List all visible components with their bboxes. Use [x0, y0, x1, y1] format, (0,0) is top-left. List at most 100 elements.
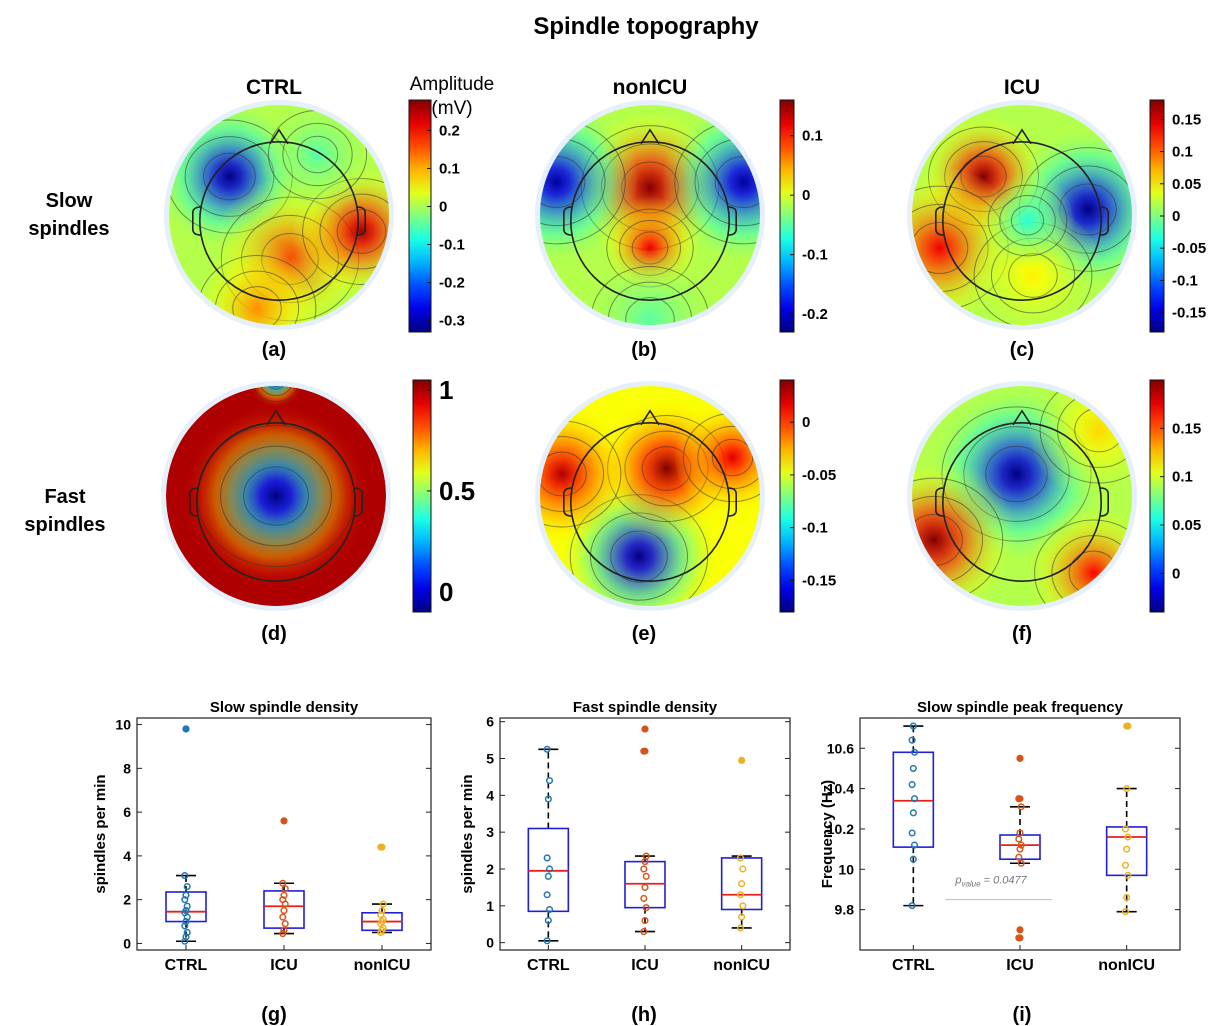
category-label: ICU	[631, 957, 659, 974]
subplot-label: (b)	[631, 339, 657, 361]
right-ear	[1100, 206, 1109, 236]
boxplot-title: Slow spindle density	[210, 699, 359, 716]
subplot-label: (h)	[631, 1004, 657, 1026]
y-tick-label: 3	[486, 824, 494, 840]
data-point	[543, 745, 551, 753]
nose	[269, 128, 289, 145]
colorbar-tick-label: 0.15	[1172, 111, 1201, 128]
topo-blob	[187, 239, 327, 325]
topo-blob	[1029, 386, 1132, 500]
col-title-icu: ICU	[1004, 76, 1040, 99]
colorbar-tick-label: -0.1	[1172, 272, 1198, 289]
topo-blob	[248, 386, 304, 409]
category-label: CTRL	[165, 957, 208, 974]
box-icu	[999, 754, 1041, 942]
data-point	[1123, 845, 1131, 853]
right-ear	[357, 206, 366, 236]
data-point	[640, 894, 648, 902]
colorbar-tick-label: 0	[439, 198, 447, 215]
subplot-label: (f)	[1012, 623, 1032, 645]
y-tick-label: 6	[486, 714, 494, 730]
y-tick-label: 0	[123, 935, 131, 951]
outlier-point	[641, 725, 649, 733]
data-point	[544, 916, 552, 925]
boxplot-title: Fast spindle density	[573, 699, 718, 716]
head-outline	[199, 141, 359, 301]
y-axis-label: spindles per min	[459, 774, 476, 893]
data-point	[910, 841, 919, 849]
colorbar-tick-label: 0	[1172, 208, 1180, 225]
p-value-annotation: pvalue = 0.0477	[954, 874, 1027, 888]
subplot-label: (d)	[261, 623, 287, 645]
category-label: nonICU	[354, 957, 411, 974]
outlier-point	[738, 756, 746, 764]
topoplot-a: 0.2 0.1 0 -0.1 -0.2 -0.3 (a)	[164, 99, 465, 361]
subplot-label: (a)	[262, 339, 286, 361]
box-ctrl	[165, 725, 207, 945]
topo-blob	[912, 459, 1015, 606]
data-point	[279, 913, 287, 921]
data-point	[739, 865, 747, 873]
category-label: nonICU	[713, 957, 770, 974]
topoplot-e: 0 -0.05 -0.1 -0.15 (e)	[535, 379, 836, 645]
left-ear	[563, 206, 572, 236]
data-point	[641, 916, 649, 925]
data-point	[1123, 785, 1131, 793]
outlier-point	[641, 747, 649, 755]
left-ear	[563, 487, 572, 517]
box-nonicu	[720, 756, 763, 932]
iqr-box	[720, 857, 763, 911]
colorbar-tick-label: 0	[439, 577, 453, 607]
topo-blob	[580, 250, 720, 325]
data-point	[909, 722, 917, 730]
boxplot-title: Slow spindle peak frequency	[917, 699, 1124, 716]
y-tick-label: 9.8	[835, 902, 855, 918]
y-axis-label: Frequency (Hz)	[819, 780, 836, 888]
subplot-label: (i)	[1013, 1004, 1032, 1026]
y-tick-label: 10.2	[827, 821, 854, 837]
data-point	[281, 920, 289, 928]
data-point	[279, 930, 287, 938]
subplot-label: (c)	[1010, 339, 1034, 361]
colorbar-tick-label: 1	[439, 375, 453, 405]
box-ctrl	[527, 745, 570, 945]
data-point	[543, 937, 551, 945]
topo-blob	[183, 403, 369, 589]
outlier-point	[1016, 754, 1024, 762]
colorbar-tick-label: -0.05	[802, 467, 836, 484]
data-point	[908, 902, 916, 910]
nose	[640, 409, 660, 426]
category-label: CTRL	[527, 957, 570, 974]
data-point	[544, 795, 552, 803]
colorbar-tick-label: -0.1	[802, 520, 828, 537]
outlier-point	[1016, 926, 1024, 934]
y-tick-label: 10.4	[827, 781, 854, 797]
topoplot-f: 0.15 0.1 0.05 0 (f)	[907, 379, 1201, 645]
data-point	[1015, 853, 1023, 861]
data-point	[642, 872, 650, 880]
data-point	[181, 922, 189, 930]
data-point	[908, 829, 916, 837]
data-point	[280, 907, 288, 915]
data-point	[640, 865, 648, 873]
y-tick-label: 6	[123, 804, 131, 820]
colorbar-tick-label: -0.1	[802, 247, 828, 264]
data-point	[909, 764, 917, 772]
y-axis-label: spindles per min	[92, 774, 109, 893]
data-point	[1017, 859, 1025, 867]
data-point	[1017, 841, 1025, 849]
data-point	[908, 781, 916, 789]
subplot-label: (e)	[632, 623, 656, 645]
topo-blob	[259, 105, 376, 213]
colorbar	[779, 99, 795, 333]
data-point	[1016, 829, 1024, 837]
topo-blob	[540, 404, 632, 544]
category-label: nonICU	[1098, 957, 1155, 974]
outlier-point	[1016, 795, 1024, 803]
colorbar-tick-label: -0.15	[1172, 305, 1206, 322]
topo-blob	[674, 399, 760, 516]
data-point	[183, 928, 191, 937]
box-icu	[263, 817, 305, 938]
outlier-point	[1123, 722, 1131, 730]
